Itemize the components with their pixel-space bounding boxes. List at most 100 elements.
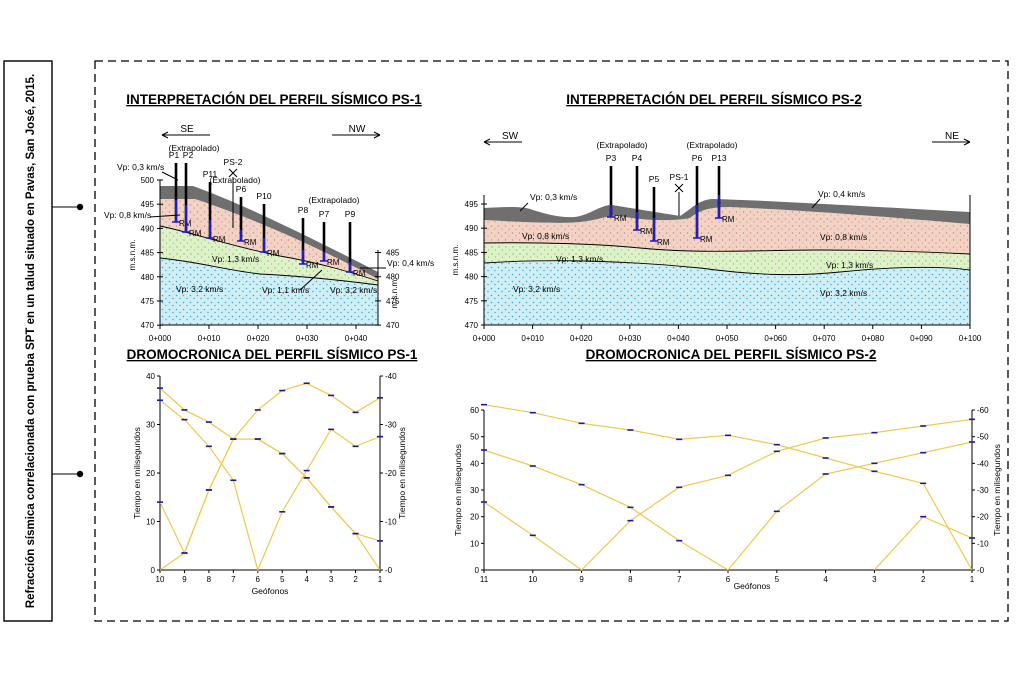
dromo2-y-tick-label-right: -20 <box>977 513 989 522</box>
ps2-layer-label-2: Vp: 1,3 km/s <box>556 254 603 264</box>
ps2-rm-label: RM <box>614 214 627 223</box>
dromo1-x-tick-label: 7 <box>231 575 236 584</box>
ps1-layer-mid <box>160 226 378 285</box>
ps2-axis-label: m.s.n.m. <box>451 245 460 276</box>
dromo1-x-tick-label: 5 <box>280 575 285 584</box>
ps2-layer-label-6: Vp: 1,3 km/s <box>826 260 873 270</box>
ps2-hole-label: P6 <box>692 153 703 163</box>
dromo1-x-tick-label: 10 <box>156 575 165 584</box>
dromo1-x-tick-label: 4 <box>304 575 309 584</box>
dromo1: DROMOCRONICA DEL PERFIL SÍSMICO PS-1 Tie… <box>127 347 418 596</box>
ps2-y-tick-label: 495 <box>465 200 479 209</box>
dromo1-series-line <box>159 399 381 572</box>
ps2-layer-label-4: Vp: 0,4 km/s <box>818 189 865 199</box>
ps2-y-tick-label: 480 <box>465 273 479 282</box>
dromo1-y-tick-label-right: -0 <box>385 566 393 575</box>
ps2-layer-mid <box>484 242 970 275</box>
dromo2-y-tick-label: 10 <box>470 539 479 548</box>
ps2-layer-label-3: Vp: 3,2 km/s <box>513 284 560 294</box>
ps1-yr-tick-label: 485 <box>386 249 400 258</box>
ps2-leader-4 <box>811 198 821 209</box>
ps1-rm-label: RM <box>189 229 202 238</box>
ps1-y-tick-label: 485 <box>141 249 155 258</box>
dromo2-x-label: Geófonos <box>734 581 771 591</box>
ps1-rm-label: RM <box>267 249 280 258</box>
ps1-leader-0 <box>161 171 179 181</box>
ps1-profile: INTERPRETACIÓN DEL PERFIL SÍSMICO PS-1 S… <box>104 92 434 343</box>
ps2-boundary-2 <box>483 260 971 276</box>
dromo2-x-tick-label: 4 <box>823 575 828 584</box>
dromo1-y-tick-label: 10 <box>146 518 155 527</box>
ps1-extrapolado: (Extrapolado) <box>209 175 260 185</box>
ps1-station: PS-2 <box>224 157 243 167</box>
dromo2-series-line <box>483 441 973 571</box>
ps2-layer-label-1: Vp: 0,8 km/s <box>522 231 569 241</box>
ps1-boundary-2 <box>159 257 379 286</box>
ps1-extrapolado: (Extrapolado) <box>308 195 359 205</box>
ps2-layer-label-0: Vp: 0,3 km/s <box>530 192 577 202</box>
dromo1-y-label: Tiempo en milisegundos <box>132 427 142 519</box>
dromo2-y-tick-label: 30 <box>470 486 479 495</box>
dromo2-series-line <box>483 418 973 571</box>
ps1-rm-label: RM <box>353 269 366 278</box>
dromo2-y-tick-label-right: -50 <box>977 433 989 442</box>
ps1-layer-bottom <box>160 258 378 325</box>
dromo2-x-tick-label: 5 <box>775 575 780 584</box>
ps2-x-tick-label: 0+070 <box>813 334 836 343</box>
ps2-extrapolado: (Extrapolado) <box>686 140 737 150</box>
ps1-layer-label-1: Vp: 0,8 km/s <box>104 210 151 220</box>
ps2-dir-left: SW <box>502 131 519 142</box>
dromo2-y-tick-label: 40 <box>470 459 479 468</box>
ps1-rm-label: RM <box>213 235 226 244</box>
dromo1-x-tick-label: 8 <box>207 575 212 584</box>
ps1-hole-label: P8 <box>298 205 309 215</box>
ps1-dir-left-arrow <box>161 131 210 139</box>
ps1-layer-label-3: Vp: 3,2 km/s <box>176 284 223 294</box>
dromo2-x-tick-label: 6 <box>726 575 731 584</box>
caption-leader-top-dot <box>76 203 84 211</box>
dromo2-x-tick-label: 8 <box>628 575 633 584</box>
dromo2-x-tick-label: 2 <box>921 575 926 584</box>
ps1-x-tick-label: 0+030 <box>296 334 319 343</box>
ps2-station-mark <box>674 183 684 216</box>
ps2-dir-right: NE <box>945 131 959 142</box>
ps2-layer-label-5: Vp: 0,8 km/s <box>820 232 867 242</box>
ps1-layer-label-4: Vp: 1,1 km/s <box>262 285 309 295</box>
ps2-layer-top <box>484 199 970 224</box>
dromo2-y-tick-label: 60 <box>470 406 479 415</box>
dromo2-y-tick-label-right: -30 <box>977 486 989 495</box>
dromo1-series-line <box>159 438 381 571</box>
ps2-layer-label-7: Vp: 3,2 km/s <box>820 288 867 298</box>
ps1-y-tick-label: 475 <box>141 297 155 306</box>
ps1-axis-label-right: m.s.n.m. <box>390 278 399 309</box>
ps1-layer-label-5: Vp: 3,2 km/s <box>330 285 377 295</box>
dromo1-y-tick-label: 20 <box>146 469 155 478</box>
ps1-y-tick-label: 470 <box>141 321 155 330</box>
ps1-x-tick-label: 0+020 <box>247 334 270 343</box>
ps2-layer-bottom <box>484 260 970 325</box>
dromo2-x-tick-label: 1 <box>970 575 975 584</box>
ps2-extrapolado: (Extrapolado) <box>596 140 647 150</box>
dromo1-y-tick-label-right: -40 <box>385 372 397 381</box>
ps2-title: INTERPRETACIÓN DEL PERFIL SÍSMICO PS-2 <box>566 92 862 107</box>
ps2-hole-label: P3 <box>606 153 617 163</box>
ps2-rm-label: RM <box>722 215 735 224</box>
ps1-yr-tick-label: 480 <box>386 273 400 282</box>
dromo2-y-tick-label: 50 <box>470 433 479 442</box>
dromo1-series-line <box>159 438 381 571</box>
ps1-y-tick-label: 490 <box>141 224 155 233</box>
ps1-rm-label: RM <box>306 261 319 270</box>
ps2-x-tick-label: 0+020 <box>570 334 593 343</box>
ps1-x-tick-label: 0+040 <box>345 334 368 343</box>
dromo2-y-tick-label-right: -0 <box>977 566 985 575</box>
ps2-x-tick-label: 0+000 <box>473 334 496 343</box>
ps2-y-tick-label: 470 <box>465 321 479 330</box>
dromo2-title: DROMOCRONICA DEL PERFIL SÍSMICO PS-2 <box>586 347 877 362</box>
dromo1-y-tick-label-right: -30 <box>385 421 397 430</box>
ps2-x-tick-label: 0+060 <box>764 334 787 343</box>
ps1-layer-label-0: Vp: 0,3 km/s <box>117 162 164 172</box>
ps2-hole-label: P4 <box>632 153 643 163</box>
dromo1-y-tick-label: 0 <box>151 566 156 575</box>
ps2-x-tick-label: 0+100 <box>959 334 982 343</box>
dromo2-x-tick-label: 9 <box>579 575 584 584</box>
